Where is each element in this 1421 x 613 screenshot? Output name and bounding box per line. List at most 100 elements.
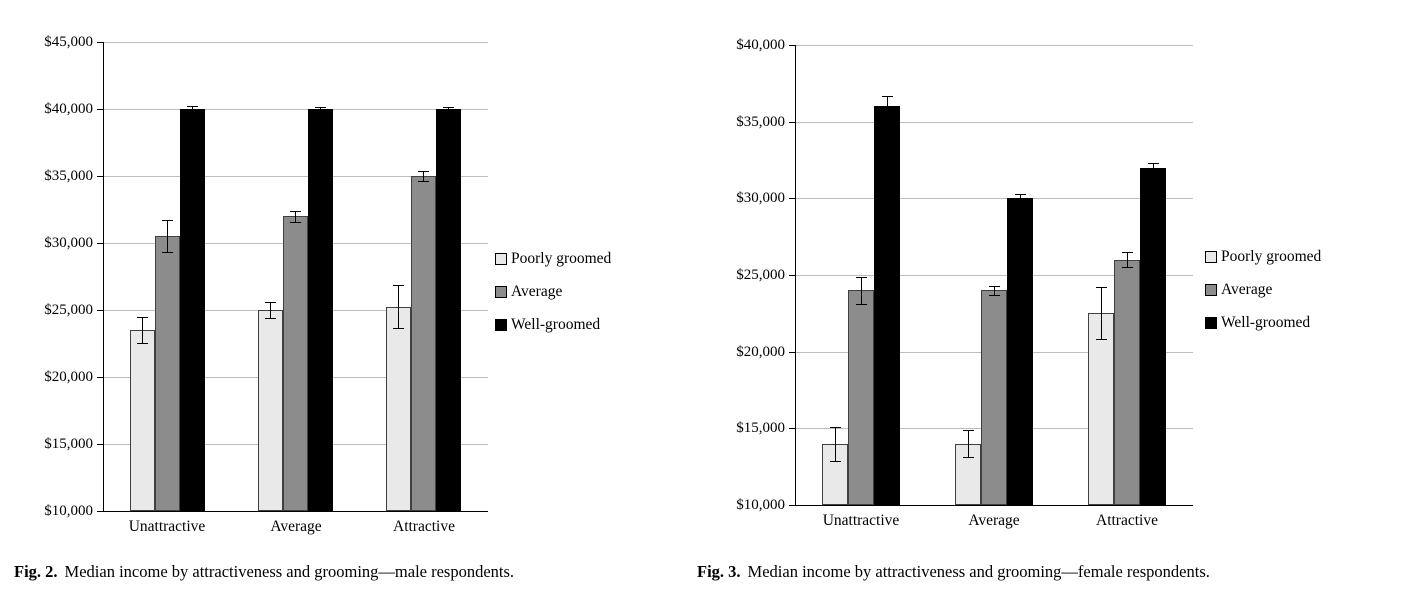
male-respondents-chart: $10,000 $15,000 $20,000 $25,000 $30,000 $35,0…	[0, 0, 690, 613]
error-bar-line	[994, 286, 995, 295]
y-axis-tick	[97, 243, 103, 244]
legend-label: Poorly groomed	[511, 250, 612, 267]
error-bar-line	[423, 171, 424, 181]
error-bar-line	[320, 107, 321, 111]
error-bar-cap-top	[265, 302, 276, 303]
error-bar-cap-bottom	[1148, 172, 1159, 173]
legend-item: Well-groomed	[1205, 314, 1310, 332]
legend-label: Average	[511, 283, 563, 300]
legend-swatch	[1205, 284, 1217, 296]
figure-2-caption: Fig. 2. Median income by attractiveness a…	[14, 561, 514, 583]
y-tick-label: $10,000	[736, 497, 785, 513]
error-bar-cap-bottom	[882, 117, 893, 118]
y-tick-label: $40,000	[736, 37, 785, 53]
bar-average	[1114, 260, 1140, 505]
y-tick-label: $45,000	[44, 34, 93, 50]
figure-2-caption-text: Median income by attractiveness and groo…	[64, 562, 515, 581]
error-bar-cap-bottom	[137, 343, 148, 344]
y-tick-label: $30,000	[736, 190, 785, 206]
bar-well-groomed	[436, 109, 461, 511]
error-bar-cap-bottom	[418, 181, 429, 182]
error-bar-cap-top	[882, 96, 893, 97]
legend-swatch	[495, 253, 507, 265]
error-bar-line	[1153, 163, 1154, 172]
error-bar-cap-top	[963, 430, 974, 431]
legend-swatch	[495, 319, 507, 331]
bar-well-groomed	[1140, 168, 1166, 505]
error-bar-cap-top	[443, 107, 454, 108]
x-axis-line	[795, 505, 1193, 506]
gridline	[795, 275, 1193, 276]
bar-poorly-groomed	[386, 307, 411, 511]
y-tick-label: $15,000	[736, 420, 785, 436]
gridline	[795, 45, 1193, 46]
bar-poorly-groomed	[955, 444, 981, 505]
y-tick-label: $35,000	[44, 168, 93, 184]
error-bar-cap-top	[187, 106, 198, 107]
y-tick-label: $20,000	[44, 369, 93, 385]
y-axis-tick	[789, 352, 795, 353]
gridline	[103, 109, 488, 110]
bar-average	[411, 176, 436, 511]
y-axis-tick	[97, 377, 103, 378]
y-tick-label: $25,000	[736, 267, 785, 283]
error-bar-line	[887, 96, 888, 117]
legend-label: Poorly groomed	[1221, 248, 1322, 265]
error-bar-cap-bottom	[1096, 339, 1107, 340]
error-bar-line	[448, 107, 449, 111]
bar-well-groomed	[1007, 198, 1033, 505]
y-axis-tick	[789, 505, 795, 506]
gridline	[795, 198, 1193, 199]
error-bar-line	[1020, 194, 1021, 202]
y-tick-label: $30,000	[44, 235, 93, 251]
y-axis-tick	[789, 122, 795, 123]
legend-label: Well-groomed	[1221, 314, 1311, 331]
bar-poorly-groomed	[130, 330, 155, 511]
error-bar-cap-bottom	[1015, 202, 1026, 203]
y-tick-label: $40,000	[44, 101, 93, 117]
y-axis-tick	[97, 310, 103, 311]
error-bar-cap-bottom	[443, 111, 454, 112]
figure-3-caption: Fig. 3. Median income by attractiveness a…	[697, 561, 1210, 583]
error-bar-cap-bottom	[856, 304, 867, 305]
error-bar-cap-top	[830, 427, 841, 428]
bar-average	[848, 290, 874, 505]
legend-item: Average	[1205, 281, 1272, 299]
gridline	[103, 176, 488, 177]
y-axis-tick	[789, 45, 795, 46]
error-bar-cap-top	[393, 285, 404, 286]
y-axis-tick	[97, 42, 103, 43]
figure-3-caption-text: Median income by attractiveness and groo…	[747, 562, 1210, 581]
error-bar-cap-bottom	[963, 457, 974, 458]
legend-swatch	[495, 286, 507, 298]
error-bar-cap-bottom	[290, 222, 301, 223]
error-bar-cap-top	[315, 107, 326, 108]
error-bar-cap-top	[137, 317, 148, 318]
legend-label: Average	[1221, 281, 1273, 298]
error-bar-cap-top	[290, 211, 301, 212]
error-bar-cap-top	[162, 220, 173, 221]
y-tick-label: $10,000	[44, 503, 93, 519]
error-bar-line	[142, 317, 143, 343]
bar-poorly-groomed	[1088, 313, 1114, 505]
error-bar-line	[968, 430, 969, 457]
y-axis-line	[795, 45, 796, 506]
figure-3: $10,000 $15,000 $20,000 $25,000 $30,000 $35,0…	[690, 0, 1421, 613]
gridline	[103, 42, 488, 43]
error-bar-cap-bottom	[1122, 267, 1133, 268]
error-bar-cap-bottom	[830, 461, 841, 462]
x-category-label: Average	[270, 518, 322, 535]
y-axis-tick	[789, 198, 795, 199]
error-bar-cap-bottom	[393, 328, 404, 329]
error-bar-cap-top	[856, 277, 867, 278]
bar-poorly-groomed	[258, 310, 283, 511]
error-bar-line	[192, 106, 193, 112]
bar-well-groomed	[874, 106, 900, 505]
error-bar-line	[1127, 252, 1128, 267]
error-bar-line	[270, 302, 271, 318]
error-bar-cap-top	[1148, 163, 1159, 164]
x-category-label: Unattractive	[822, 512, 900, 529]
x-category-label: Attractive	[393, 518, 455, 535]
x-axis-line	[103, 511, 488, 512]
